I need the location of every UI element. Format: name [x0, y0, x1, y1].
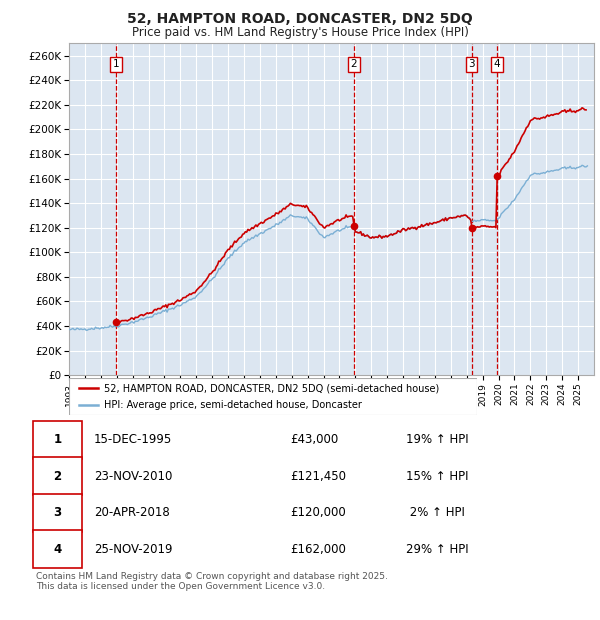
- Text: 2: 2: [350, 60, 357, 69]
- FancyBboxPatch shape: [33, 494, 82, 531]
- Text: 4: 4: [53, 542, 62, 556]
- Text: £121,450: £121,450: [290, 470, 346, 483]
- Text: 15% ↑ HPI: 15% ↑ HPI: [406, 470, 469, 483]
- Text: £162,000: £162,000: [290, 542, 346, 556]
- FancyBboxPatch shape: [33, 530, 82, 568]
- Text: 4: 4: [494, 60, 500, 69]
- Text: £120,000: £120,000: [290, 506, 346, 519]
- Text: 1: 1: [113, 60, 119, 69]
- Text: 3: 3: [468, 60, 475, 69]
- Text: 19% ↑ HPI: 19% ↑ HPI: [406, 433, 469, 446]
- Text: 52, HAMPTON ROAD, DONCASTER, DN2 5DQ (semi-detached house): 52, HAMPTON ROAD, DONCASTER, DN2 5DQ (se…: [104, 383, 439, 393]
- Text: 25-NOV-2019: 25-NOV-2019: [94, 542, 172, 556]
- Text: 2: 2: [53, 470, 62, 483]
- Text: 23-NOV-2010: 23-NOV-2010: [94, 470, 172, 483]
- Text: HPI: Average price, semi-detached house, Doncaster: HPI: Average price, semi-detached house,…: [104, 401, 362, 410]
- Text: 15-DEC-1995: 15-DEC-1995: [94, 433, 172, 446]
- Text: 2% ↑ HPI: 2% ↑ HPI: [406, 506, 465, 519]
- Text: 1: 1: [53, 433, 62, 446]
- Text: 52, HAMPTON ROAD, DONCASTER, DN2 5DQ: 52, HAMPTON ROAD, DONCASTER, DN2 5DQ: [127, 12, 473, 27]
- Text: Contains HM Land Registry data © Crown copyright and database right 2025.
This d: Contains HM Land Registry data © Crown c…: [36, 572, 388, 591]
- Text: 29% ↑ HPI: 29% ↑ HPI: [406, 542, 469, 556]
- Text: Price paid vs. HM Land Registry's House Price Index (HPI): Price paid vs. HM Land Registry's House …: [131, 26, 469, 39]
- FancyBboxPatch shape: [33, 421, 82, 459]
- Text: £43,000: £43,000: [290, 433, 338, 446]
- FancyBboxPatch shape: [69, 378, 477, 415]
- Text: 3: 3: [53, 506, 62, 519]
- FancyBboxPatch shape: [33, 458, 82, 495]
- Text: 20-APR-2018: 20-APR-2018: [94, 506, 170, 519]
